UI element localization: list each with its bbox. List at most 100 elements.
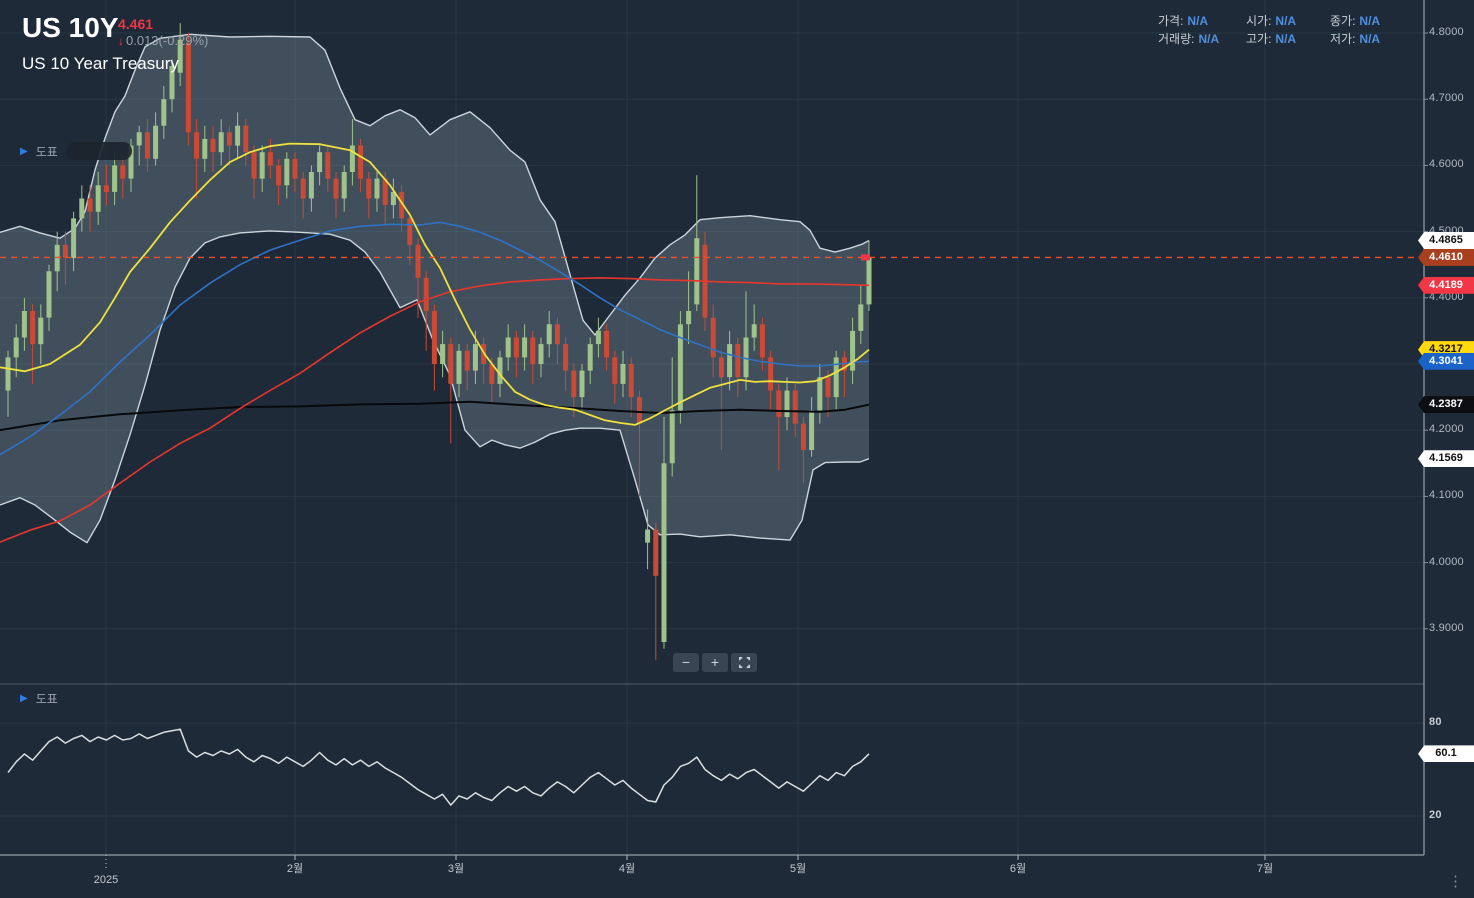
candle-body[interactable] [768, 357, 774, 391]
candle-body[interactable] [669, 410, 675, 464]
candle-body[interactable] [95, 185, 101, 212]
candle-body[interactable] [169, 66, 175, 100]
candle-body[interactable] [718, 357, 724, 378]
candle-body[interactable] [79, 198, 85, 219]
candle-body[interactable] [727, 344, 733, 378]
candle-body[interactable] [259, 152, 265, 179]
candle-body[interactable] [546, 324, 552, 345]
candle-body[interactable] [456, 350, 462, 384]
candle-body[interactable] [579, 370, 585, 398]
candle-body[interactable] [464, 350, 470, 371]
candle-body[interactable] [735, 344, 741, 378]
candle-body[interactable] [530, 337, 536, 365]
candle-body[interactable] [300, 178, 306, 199]
candle-body[interactable] [276, 165, 282, 186]
candle-body[interactable] [595, 330, 601, 345]
candle-body[interactable] [472, 344, 478, 371]
candle-body[interactable] [759, 324, 765, 358]
candle-body[interactable] [645, 529, 651, 543]
candle-body[interactable] [177, 39, 183, 73]
candle-body[interactable] [850, 330, 856, 371]
candle-body[interactable] [284, 158, 290, 186]
candle-body[interactable] [800, 423, 806, 451]
candle-body[interactable] [571, 370, 577, 398]
candle-body[interactable] [440, 344, 446, 364]
candle-body[interactable] [604, 330, 610, 358]
candle-body[interactable] [308, 172, 314, 199]
candle-body[interactable] [538, 344, 544, 364]
candle-body[interactable] [390, 191, 396, 206]
candle-body[interactable] [505, 337, 511, 358]
candle-body[interactable] [46, 271, 52, 318]
candle-body[interactable] [522, 337, 528, 358]
main-pane-legend-toggle[interactable]: ▶ 도표 [20, 143, 58, 160]
candle-body[interactable] [87, 198, 93, 212]
candle-body[interactable] [333, 178, 339, 199]
candle-body[interactable] [809, 410, 815, 450]
candle-body[interactable] [349, 145, 355, 173]
candle-body[interactable] [628, 364, 634, 398]
candle-body[interactable] [103, 185, 109, 192]
candle-body[interactable] [587, 344, 593, 371]
candle-body[interactable] [341, 172, 347, 199]
candle-body[interactable] [62, 244, 68, 258]
candle-body[interactable] [784, 390, 790, 418]
candle-body[interactable] [563, 344, 569, 371]
candle-body[interactable] [423, 277, 429, 311]
candle-body[interactable] [431, 311, 437, 364]
candle-body[interactable] [317, 152, 323, 173]
zoom-out-button[interactable]: − [673, 653, 699, 672]
candle-body[interactable] [776, 390, 782, 418]
candle-body[interactable] [710, 317, 716, 358]
candle-body[interactable] [833, 357, 839, 398]
candle-body[interactable] [243, 125, 249, 153]
candle-body[interactable] [497, 357, 503, 384]
candle-body[interactable] [374, 178, 380, 199]
candle-body[interactable] [144, 132, 150, 159]
candle-body[interactable] [128, 145, 134, 179]
candle-body[interactable] [513, 337, 519, 358]
candle-body[interactable] [30, 311, 36, 345]
candle-body[interactable] [292, 158, 298, 179]
candle-body[interactable] [325, 152, 331, 179]
candle-body[interactable] [858, 304, 864, 331]
candle-body[interactable] [407, 218, 413, 245]
candle-body[interactable] [153, 125, 159, 159]
zoom-in-button[interactable]: + [702, 653, 728, 672]
candle-body[interactable] [636, 397, 642, 424]
candle-body[interactable] [489, 364, 495, 384]
candle-body[interactable] [448, 344, 454, 384]
candle-body[interactable] [866, 257, 872, 305]
candle-body[interactable] [694, 238, 700, 305]
candle-body[interactable] [366, 178, 372, 199]
candle-body[interactable] [112, 165, 118, 192]
candle-body[interactable] [415, 244, 421, 278]
candle-body[interactable] [5, 357, 11, 391]
more-menu-icon[interactable]: ⋮ [1448, 873, 1463, 890]
candle-body[interactable] [267, 152, 273, 166]
candle-body[interactable] [120, 165, 126, 179]
indicator-pane-legend-toggle[interactable]: ▶ 도표 [20, 690, 58, 707]
candle-body[interactable] [194, 132, 200, 159]
candle-body[interactable] [751, 324, 757, 338]
candle-body[interactable] [218, 132, 224, 153]
candle-body[interactable] [817, 377, 823, 411]
candle-body[interactable] [226, 132, 232, 146]
candle-body[interactable] [235, 125, 241, 146]
candle-body[interactable] [661, 463, 667, 642]
candle-body[interactable] [554, 324, 560, 345]
candle-body[interactable] [620, 364, 626, 384]
candle-body[interactable] [358, 145, 364, 179]
candle-body[interactable] [210, 138, 216, 153]
candle-body[interactable] [382, 178, 388, 206]
candle-body[interactable] [612, 357, 618, 384]
candle-body[interactable] [825, 377, 831, 398]
candle-body[interactable] [202, 138, 208, 159]
candle-body[interactable] [161, 99, 167, 126]
candle-body[interactable] [136, 132, 142, 146]
candle-body[interactable] [185, 42, 191, 133]
candle-body[interactable] [251, 152, 257, 179]
candle-body[interactable] [38, 317, 44, 345]
candle-body[interactable] [399, 191, 405, 219]
